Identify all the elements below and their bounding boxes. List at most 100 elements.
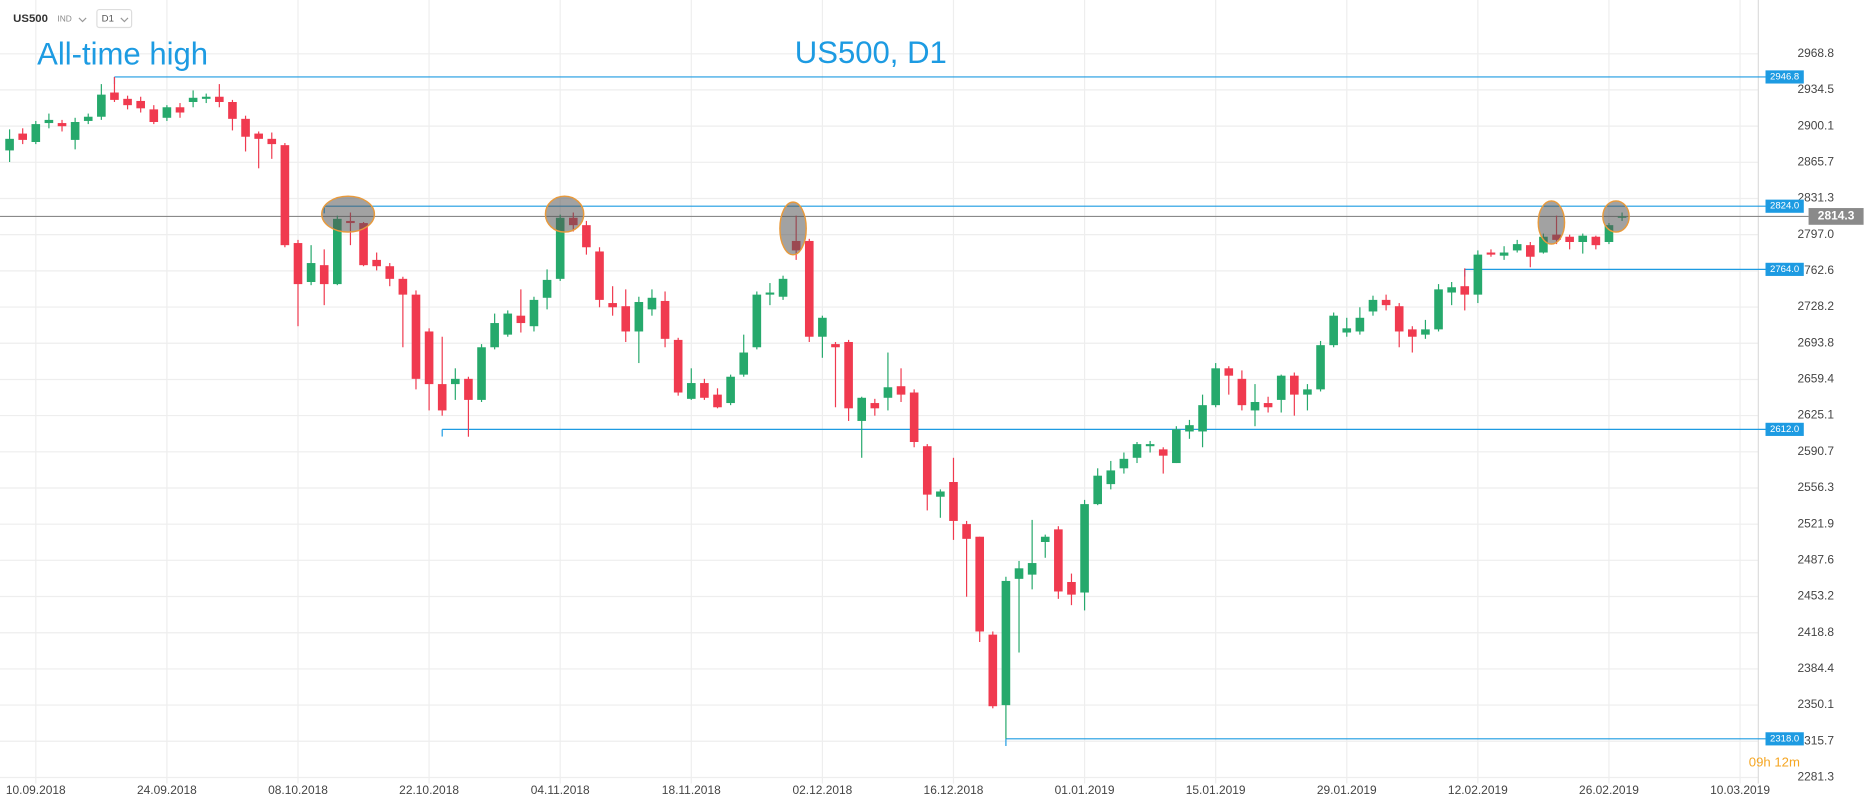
- candle-body: [372, 259, 381, 267]
- candle-body: [1185, 425, 1194, 432]
- x-tick-label: 15.01.2019: [1186, 783, 1246, 797]
- candle-body: [1486, 252, 1496, 255]
- candle-body: [254, 133, 263, 139]
- candle-body: [1512, 244, 1522, 251]
- y-tick-label: 2281.3: [1797, 770, 1834, 784]
- x-tick-label: 29.01.2019: [1317, 783, 1377, 797]
- y-tick-label: 2762.6: [1797, 263, 1834, 277]
- candle-body: [1132, 444, 1142, 458]
- candle-body: [1368, 299, 1378, 312]
- interval-box[interactable]: [96, 8, 133, 29]
- candle-body: [1276, 375, 1286, 400]
- candle-body: [490, 323, 499, 348]
- candle-body: [319, 265, 329, 285]
- candle-body: [477, 347, 486, 400]
- candle-body: [634, 301, 644, 332]
- candle-body: [1434, 289, 1443, 330]
- candle-body: [962, 524, 971, 539]
- level-label: 2764.0: [1770, 264, 1799, 275]
- levels: [0, 76, 1809, 747]
- candle-body: [1591, 236, 1601, 246]
- candle-body: [1290, 375, 1299, 395]
- candle-body: [1172, 429, 1181, 464]
- y-tick-label: 2384.4: [1797, 661, 1834, 675]
- candle-body: [215, 96, 224, 102]
- market: IND: [57, 13, 71, 23]
- candle-body: [582, 225, 591, 248]
- candle-body: [1080, 504, 1089, 593]
- candle-body: [188, 97, 198, 102]
- candle-body: [110, 92, 119, 100]
- candle-body: [752, 294, 762, 348]
- highlight: [1602, 200, 1630, 233]
- candle-body: [70, 121, 80, 140]
- candle-body: [660, 300, 670, 339]
- candle-body: [411, 294, 421, 379]
- candle-body: [1145, 444, 1155, 447]
- dropdown-arrow[interactable]: [120, 17, 129, 23]
- y-tick-label: 2659.4: [1797, 372, 1834, 386]
- candle-body: [1001, 580, 1011, 706]
- candle-body: [621, 306, 631, 332]
- candle-body: [1106, 470, 1116, 485]
- level-label-box: [1765, 422, 1804, 436]
- level-label: 2612.0: [1770, 424, 1799, 435]
- candle-body: [267, 138, 277, 145]
- candle-body: [818, 317, 827, 337]
- candle-body: [1578, 235, 1588, 242]
- candle-body: [831, 344, 840, 348]
- y-tick-label: 2453.2: [1797, 589, 1834, 603]
- candle-body: [1329, 315, 1338, 346]
- candle-body: [437, 384, 447, 411]
- candle-body: [97, 94, 106, 117]
- y-tick-label: 2934.5: [1797, 82, 1834, 96]
- candle-body: [936, 491, 945, 497]
- candle-body: [1460, 286, 1470, 295]
- x-tick-label: 10.09.2018: [6, 783, 66, 797]
- timer: 09h 12m: [1749, 755, 1800, 770]
- candle-body: [31, 124, 41, 142]
- candle-body: [18, 133, 27, 140]
- candle-body: [713, 394, 722, 408]
- candle-body: [555, 217, 565, 279]
- candle-body: [1027, 563, 1037, 575]
- candle-body: [451, 378, 460, 385]
- current-price-label: 2814.3: [1818, 209, 1855, 223]
- candle-body: [896, 386, 906, 395]
- interval[interactable]: D1: [102, 14, 114, 25]
- candle-body: [44, 119, 54, 124]
- candle-body: [123, 98, 132, 106]
- candle-body: [844, 341, 853, 409]
- x-tick-label: 02.12.2018: [792, 783, 852, 797]
- candle-body: [149, 109, 159, 122]
- candle-body: [1158, 449, 1168, 456]
- y-tick-label: 2350.1: [1797, 697, 1834, 711]
- y-tick-label: 2521.9: [1797, 516, 1834, 530]
- level-label: 2318.0: [1770, 733, 1799, 744]
- candle-body: [529, 299, 539, 327]
- symbol[interactable]: US500: [13, 13, 48, 25]
- candle-body: [647, 297, 657, 310]
- candle-body: [503, 313, 513, 335]
- candle-body: [726, 376, 735, 404]
- x-tick-label: 04.11.2018: [531, 783, 590, 797]
- candles: [5, 76, 1627, 739]
- candle-body: [1224, 368, 1234, 376]
- candle-body: [1381, 299, 1391, 306]
- y-tick-label: 2728.2: [1797, 299, 1834, 313]
- y-tick-label: 2625.1: [1797, 408, 1834, 422]
- candle-body: [595, 251, 604, 300]
- candle-body: [922, 446, 932, 495]
- candle-body: [949, 481, 958, 521]
- candle-body: [293, 243, 303, 285]
- level-label-box: [1765, 70, 1804, 84]
- candle-body: [1237, 378, 1247, 406]
- candle-body: [385, 266, 395, 279]
- candle-body: [883, 387, 893, 398]
- candle-body: [228, 101, 237, 119]
- dropdown-arrow[interactable]: [78, 17, 87, 23]
- candle-body: [1499, 252, 1509, 256]
- candle-body: [1014, 568, 1024, 579]
- candle-body: [424, 331, 434, 385]
